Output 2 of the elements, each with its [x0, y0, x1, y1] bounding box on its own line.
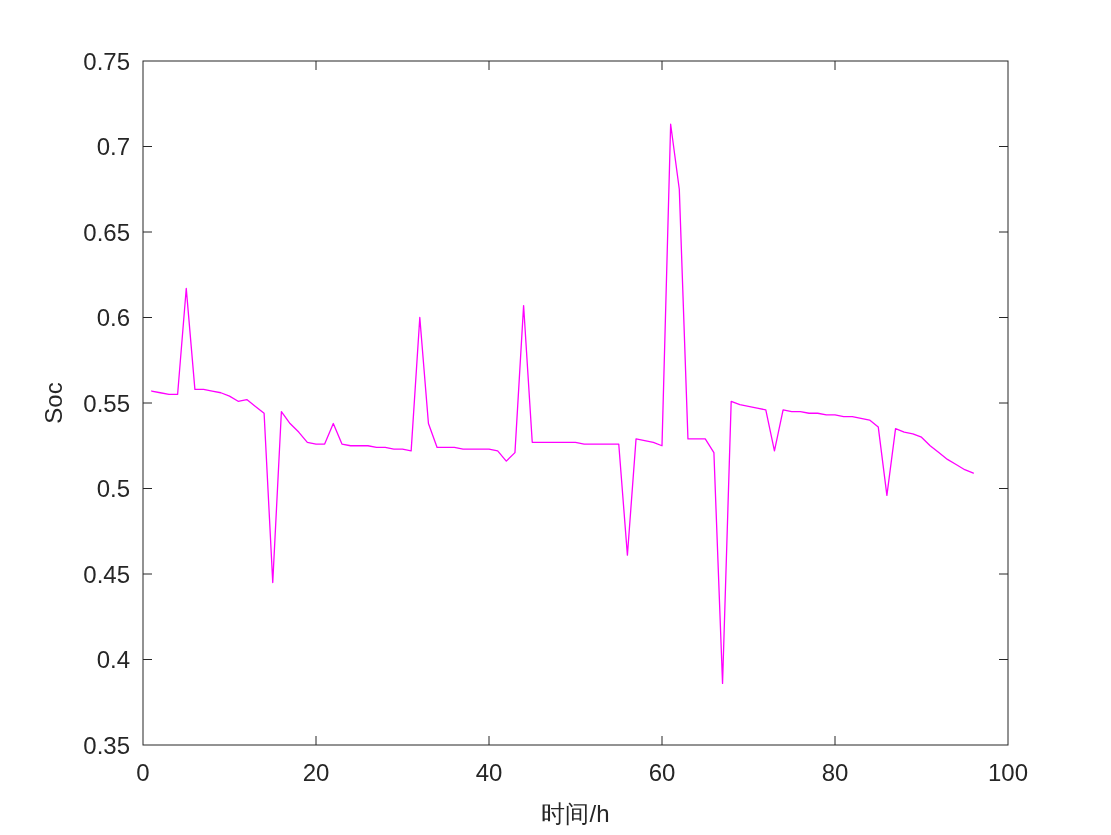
y-label: Soc	[40, 382, 67, 424]
x-label: 时间/h	[541, 800, 610, 827]
